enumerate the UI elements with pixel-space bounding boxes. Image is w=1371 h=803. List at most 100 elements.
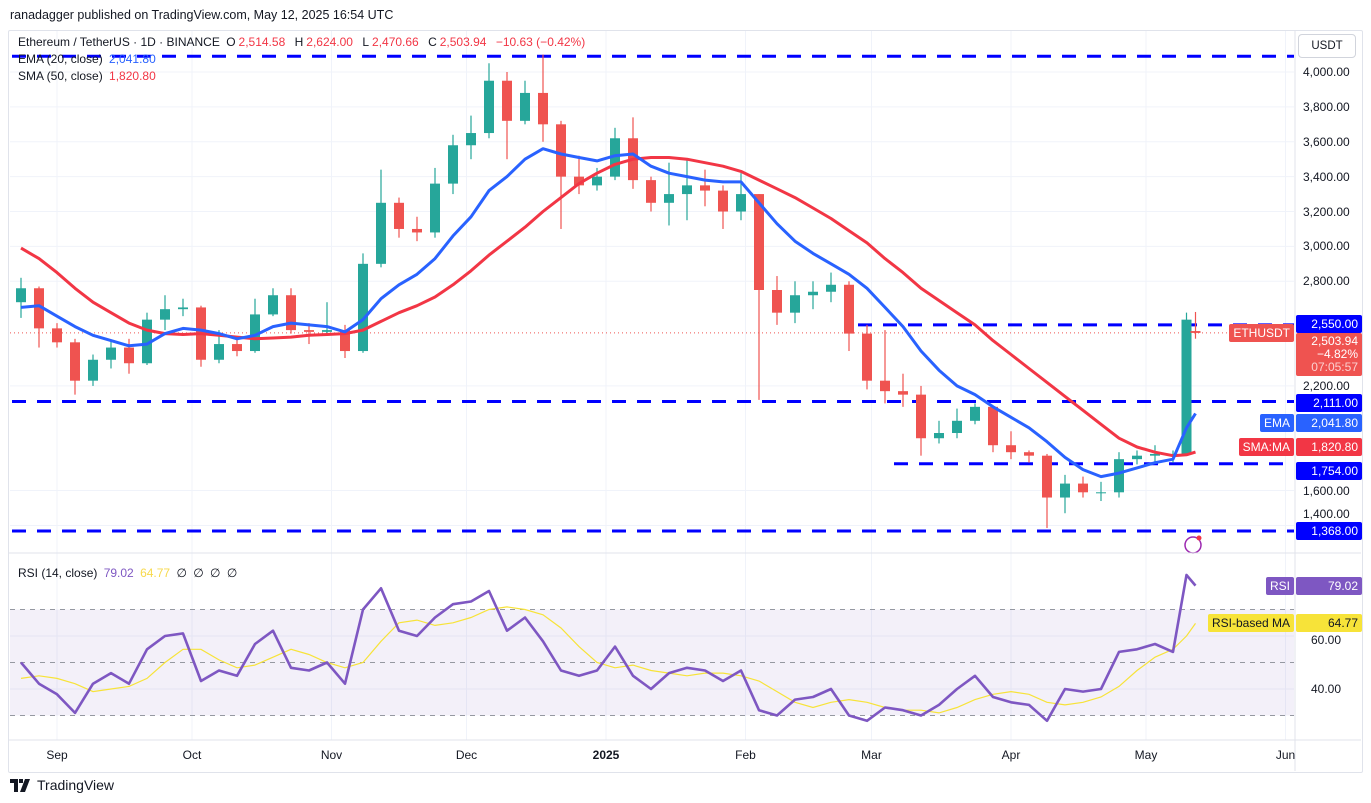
symbol-title: Ethereum / TetherUS · 1D · BINANCE xyxy=(18,35,220,49)
moving-averages xyxy=(20,147,1197,479)
empty-value: ∅ xyxy=(210,566,221,580)
candle-body xyxy=(448,145,458,184)
candle-body xyxy=(250,314,260,352)
candle-body xyxy=(88,359,98,381)
tradingview-logo-icon xyxy=(10,778,30,792)
candle-body xyxy=(1114,459,1124,493)
empty-value: ∅ xyxy=(226,566,238,580)
price-tick-label: 2,800.00 xyxy=(1303,274,1350,289)
candle-body xyxy=(1096,492,1106,494)
candle-body xyxy=(106,347,116,360)
candle-body xyxy=(988,406,998,446)
ohlc-high: H 2,624.00 xyxy=(294,35,353,49)
candle-body xyxy=(394,202,404,229)
price-tick-label: 3,400.00 xyxy=(1303,169,1350,184)
tradingview-logo-text: TradingView xyxy=(37,777,115,793)
candle-body xyxy=(646,180,656,203)
events-dot-icon xyxy=(1196,535,1202,541)
candle-body xyxy=(430,183,440,233)
ema-legend-label: EMA (20, close) xyxy=(18,52,103,66)
candle-body xyxy=(664,194,674,203)
time-tick-label: Apr xyxy=(1001,748,1021,762)
time-tick-label: May xyxy=(1134,748,1158,762)
rsi-tick-label: 40.00 xyxy=(1311,682,1342,696)
candle-body xyxy=(70,342,80,381)
level-1754-badge: 1,754.00 xyxy=(1296,461,1362,480)
candle-body xyxy=(610,138,620,177)
candle-body xyxy=(1042,455,1052,498)
last-price-change: −4.82% xyxy=(1316,347,1358,362)
rsi-ma-legend-value: 64.77 xyxy=(140,566,171,580)
candle-body xyxy=(304,330,314,332)
ema-label-badge: EMA xyxy=(1259,413,1294,432)
level-2550-badge: 2,550.00 xyxy=(1296,314,1362,333)
price-tick-label: 3,800.00 xyxy=(1303,99,1350,114)
candle-body xyxy=(1181,319,1192,454)
sma-50-line xyxy=(20,156,1196,458)
ohlc-close: C 2,503.94 xyxy=(428,35,487,49)
time-tick-label: Feb xyxy=(735,748,756,762)
price-tick-label: 1,400.00 xyxy=(1303,507,1350,522)
axes xyxy=(9,31,1361,771)
candle-body xyxy=(340,330,350,352)
rsi-label-badge: RSI xyxy=(1265,576,1294,595)
rsi-tick-label: 60.00 xyxy=(1311,633,1342,648)
sma-legend-label: SMA (50, close) xyxy=(18,69,103,83)
time-tick-label: Oct xyxy=(182,748,202,762)
candle-body xyxy=(952,420,962,434)
candle-body xyxy=(898,391,908,395)
candle-body xyxy=(286,295,296,331)
candle-body xyxy=(178,307,188,310)
candle-body xyxy=(1150,453,1160,456)
candle-body xyxy=(1078,483,1088,493)
empty-value: ∅ xyxy=(176,566,187,580)
candle-body xyxy=(790,295,800,313)
rsi-legend[interactable]: RSI (14, close) 79.02 64.77 ∅ ∅ ∅ ∅ xyxy=(18,566,240,580)
price-tick-label: 3,200.00 xyxy=(1303,204,1350,219)
time-tick-label: Nov xyxy=(320,748,343,762)
candle-body xyxy=(916,394,926,439)
candle-body xyxy=(574,176,584,186)
candle-body xyxy=(34,288,44,329)
time-tick-label: Sep xyxy=(46,748,68,762)
rsi-value-badge: 79.02 xyxy=(1296,576,1362,595)
last-price-badge: 2,503.94 −4.82% 07:05:57 xyxy=(1296,333,1362,377)
candle-body xyxy=(754,194,764,290)
candle-body xyxy=(358,263,368,352)
chart-frame xyxy=(8,30,1363,773)
candle-body xyxy=(1060,483,1070,498)
ema-legend[interactable]: EMA (20, close) 2,041.80 xyxy=(18,52,159,66)
publication-note: ranadagger published on TradingView.com,… xyxy=(10,8,394,22)
rsi-legend-value: 79.02 xyxy=(103,566,134,580)
last-price: 2,503.94 xyxy=(1311,334,1358,349)
sma-value-badge: 1,820.80 xyxy=(1296,438,1362,457)
candle-body xyxy=(700,185,710,191)
candle-body xyxy=(538,92,548,125)
symbol-legend[interactable]: Ethereum / TetherUS · 1D · BINANCE O 2,51… xyxy=(18,35,588,49)
candle-body xyxy=(1024,452,1034,456)
price-tick-label: 1,600.00 xyxy=(1303,483,1350,498)
rsi-ma-line xyxy=(20,606,1196,714)
candle-body xyxy=(862,333,872,381)
candle-body xyxy=(142,319,152,364)
price-tick-label: 3,600.00 xyxy=(1303,134,1350,149)
candle-body xyxy=(160,309,170,320)
candle-body xyxy=(826,284,836,292)
candle-body xyxy=(556,124,566,177)
candle-body xyxy=(682,185,692,195)
candle-body xyxy=(322,330,332,332)
candle-body xyxy=(772,290,782,313)
sma-legend[interactable]: SMA (50, close) 1,820.80 xyxy=(18,69,159,83)
tradingview-logo[interactable]: TradingView xyxy=(10,777,114,793)
candle-body xyxy=(592,176,602,186)
candle-body xyxy=(16,288,26,303)
candle-body xyxy=(1006,445,1016,453)
sma-legend-value: 1,820.80 xyxy=(109,69,156,83)
currency-selector[interactable]: USDT xyxy=(1298,34,1356,58)
time-tick-label: 2025 xyxy=(592,748,620,762)
candle-body xyxy=(268,295,278,315)
level-1368-badge: 1,368.00 xyxy=(1296,522,1362,541)
candle-body xyxy=(880,380,890,392)
candle-body xyxy=(736,194,746,212)
